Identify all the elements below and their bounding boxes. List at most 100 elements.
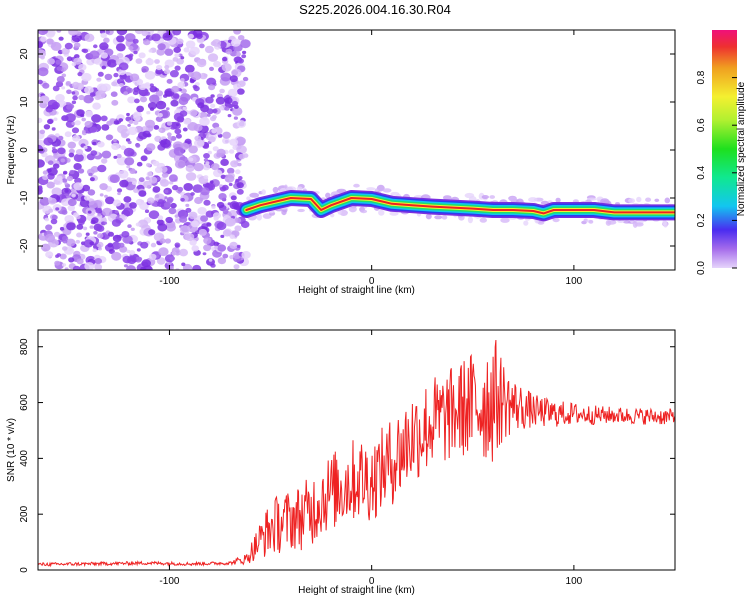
noise-speck	[67, 141, 77, 149]
noise-speck	[236, 88, 245, 95]
noise-speck	[80, 113, 85, 118]
noise-speck	[140, 241, 149, 249]
noise-speck	[123, 264, 128, 268]
noise-speck	[230, 38, 241, 47]
noise-speck	[236, 145, 247, 155]
noise-speck	[185, 172, 197, 181]
noise-speck	[113, 120, 120, 125]
noise-speck	[148, 176, 158, 184]
noise-speck	[140, 155, 148, 162]
noise-speck	[127, 256, 137, 264]
noise-speck	[127, 224, 132, 229]
noise-speck	[159, 179, 170, 187]
noise-speck	[93, 44, 98, 49]
noise-speck	[56, 30, 62, 33]
noise-speck	[190, 192, 195, 196]
noise-speck	[166, 78, 173, 84]
noise-speck	[57, 147, 66, 155]
noise-speck	[71, 100, 77, 105]
noise-speck	[214, 245, 218, 249]
noise-speck	[231, 100, 239, 107]
noise-speck	[101, 150, 112, 159]
noise-speck	[233, 264, 240, 270]
noise-speck	[203, 158, 209, 162]
noise-speck	[204, 45, 214, 54]
noise-speck	[118, 83, 124, 87]
noise-speck	[103, 37, 110, 44]
noise-speck	[52, 85, 60, 92]
noise-speck	[65, 113, 76, 123]
noise-speck	[206, 222, 212, 227]
noise-speck	[108, 231, 114, 237]
noise-speck	[127, 126, 138, 136]
noise-speck	[59, 253, 67, 260]
noise-speck	[61, 178, 68, 183]
track-halo-speck	[537, 220, 545, 225]
noise-speck	[203, 73, 208, 78]
noise-speck	[203, 153, 210, 159]
noise-speck	[174, 53, 180, 58]
noise-speck	[76, 224, 84, 230]
noise-speck	[53, 177, 63, 186]
noise-speck	[208, 258, 213, 262]
noise-speck	[51, 214, 58, 220]
noise-speck	[118, 242, 125, 248]
noise-speck	[198, 228, 207, 236]
noise-speck	[64, 42, 73, 50]
noise-speck	[224, 174, 235, 183]
noise-speck	[185, 40, 196, 49]
noise-speck	[45, 30, 56, 38]
noise-speck	[83, 145, 88, 150]
noise-speck	[116, 188, 123, 193]
noise-speck	[97, 141, 105, 148]
noise-speck	[72, 81, 80, 88]
noise-speck	[61, 209, 68, 215]
noise-speck	[117, 124, 128, 134]
noise-speck	[182, 127, 188, 132]
x-tick-label: 100	[566, 276, 583, 287]
noise-speck	[169, 180, 174, 185]
noise-speck	[139, 96, 148, 103]
noise-speck	[237, 35, 245, 41]
noise-speck	[113, 199, 122, 207]
noise-speck	[145, 176, 150, 180]
noise-speck	[140, 266, 147, 270]
noise-region	[38, 30, 251, 270]
track-halo-speck	[645, 197, 652, 202]
noise-speck	[165, 216, 173, 224]
noise-speck	[144, 119, 156, 129]
noise-speck	[228, 149, 235, 154]
noise-speck	[87, 189, 96, 196]
noise-speck	[179, 248, 188, 257]
track-halo-speck	[664, 197, 671, 204]
noise-speck	[116, 156, 128, 166]
noise-speck	[217, 244, 227, 252]
noise-speck	[155, 116, 163, 122]
noise-speck	[67, 204, 76, 212]
noise-speck	[216, 201, 225, 209]
noise-speck	[116, 35, 125, 43]
noise-speck	[141, 66, 149, 73]
noise-speck	[226, 167, 235, 175]
noise-speck	[78, 219, 85, 226]
noise-speck	[211, 163, 220, 171]
noise-speck	[185, 164, 195, 172]
noise-speck	[74, 177, 82, 184]
noise-speck	[71, 127, 80, 134]
noise-speck	[71, 91, 76, 95]
noise-speck	[136, 161, 143, 167]
noise-speck	[104, 73, 113, 81]
noise-speck	[68, 30, 78, 36]
noise-speck	[46, 181, 55, 189]
noise-speck	[170, 136, 177, 141]
noise-speck	[132, 38, 139, 44]
noise-speck	[40, 36, 47, 42]
noise-speck	[180, 197, 185, 202]
y-tick-label: 200	[19, 505, 30, 522]
noise-speck	[233, 30, 241, 35]
noise-speck	[39, 197, 50, 206]
noise-speck	[222, 131, 231, 139]
noise-speck	[84, 195, 91, 201]
noise-speck	[66, 89, 72, 95]
